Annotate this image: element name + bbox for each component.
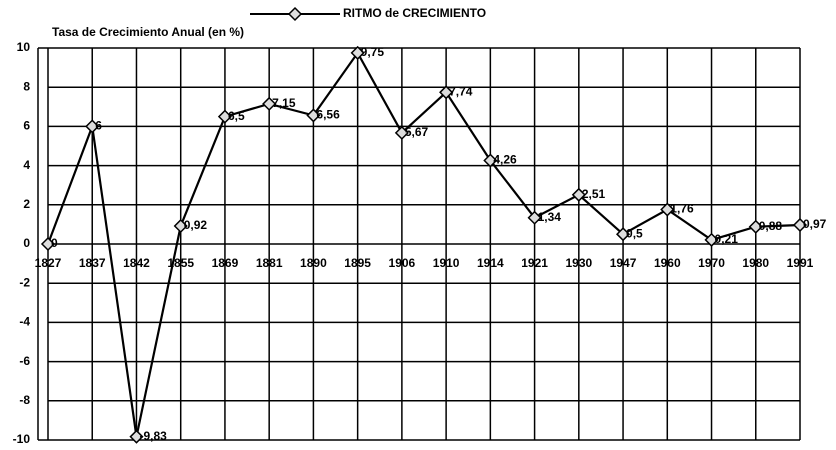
- y-axis-label: Tasa de Crecimiento Anual (en %): [52, 25, 244, 39]
- point-marker: [571, 187, 586, 202]
- point-marker: [615, 227, 631, 242]
- y-tick-label: 0: [23, 236, 30, 250]
- y-tick-label: -6: [19, 354, 30, 368]
- point-marker: [85, 119, 100, 134]
- point-marker: [306, 108, 321, 123]
- data-label: 9,75: [361, 45, 385, 59]
- x-tick-label: 1921: [521, 256, 548, 270]
- y-tick-label: 8: [23, 79, 30, 93]
- x-tick-label: 1960: [654, 256, 681, 270]
- point-marker: [527, 210, 542, 225]
- point-marker: [40, 236, 56, 252]
- x-tick-label: 1881: [256, 256, 283, 270]
- point-marker: [748, 219, 763, 234]
- point-marker: [262, 96, 277, 111]
- x-tick-label: 1827: [35, 256, 62, 270]
- data-label: -9,83: [139, 429, 167, 443]
- data-label: 6,56: [316, 108, 340, 122]
- y-tick-label: 10: [17, 40, 31, 54]
- x-tick-label: 1947: [610, 256, 637, 270]
- data-label: 0,21: [715, 232, 739, 246]
- point-marker: [129, 429, 144, 444]
- point-marker: [394, 125, 409, 140]
- x-tick-label: 1910: [433, 256, 460, 270]
- data-label: 7,15: [272, 96, 296, 110]
- x-tick-label: 1970: [698, 256, 725, 270]
- data-label: 1,76: [670, 202, 694, 216]
- x-tick-label: 1890: [300, 256, 327, 270]
- x-tick-label: 1980: [742, 256, 769, 270]
- data-label: 0,97: [803, 217, 827, 231]
- data-label: 7,74: [449, 84, 473, 98]
- point-marker: [483, 153, 498, 168]
- legend-marker: [287, 6, 303, 22]
- x-tick-label: 1914: [477, 256, 504, 270]
- point-marker: [792, 217, 808, 233]
- data-label: 2,51: [582, 187, 606, 201]
- point-marker: [217, 109, 233, 124]
- data-label: 6,5: [228, 109, 245, 123]
- point-marker: [350, 45, 365, 60]
- y-tick-label: -4: [19, 315, 30, 329]
- x-tick-label: 1895: [344, 256, 371, 270]
- y-tick-label: -8: [19, 393, 30, 407]
- y-tick-label: -10: [13, 432, 31, 446]
- data-label: 0,88: [759, 219, 783, 233]
- series-line: [46, 50, 801, 437]
- x-tick-label: 1991: [787, 256, 814, 270]
- point-marker: [704, 232, 719, 247]
- x-tick-label: 1842: [123, 256, 150, 270]
- x-tick-label: 1837: [79, 256, 106, 270]
- data-label: 0,92: [184, 218, 208, 232]
- data-label: 1,34: [538, 210, 562, 224]
- data-label: 5,67: [405, 125, 429, 139]
- y-tick-label: -2: [19, 275, 30, 289]
- y-tick-label: 6: [23, 119, 30, 133]
- point-marker: [660, 202, 675, 217]
- data-label: 4,26: [493, 153, 517, 167]
- y-tick-label: 4: [23, 158, 30, 172]
- data-label: 0,5: [626, 226, 643, 240]
- data-label: 0: [51, 236, 58, 250]
- data-label: 6: [95, 119, 102, 133]
- x-tick-label: 1930: [565, 256, 592, 270]
- legend-label: RITMO de CRECIMIENTO: [343, 6, 486, 20]
- point-marker: [439, 85, 454, 100]
- point-marker: [173, 218, 188, 234]
- x-tick-label: 1869: [212, 256, 239, 270]
- x-tick-label: 1906: [389, 256, 416, 270]
- y-tick-label: 2: [23, 197, 30, 211]
